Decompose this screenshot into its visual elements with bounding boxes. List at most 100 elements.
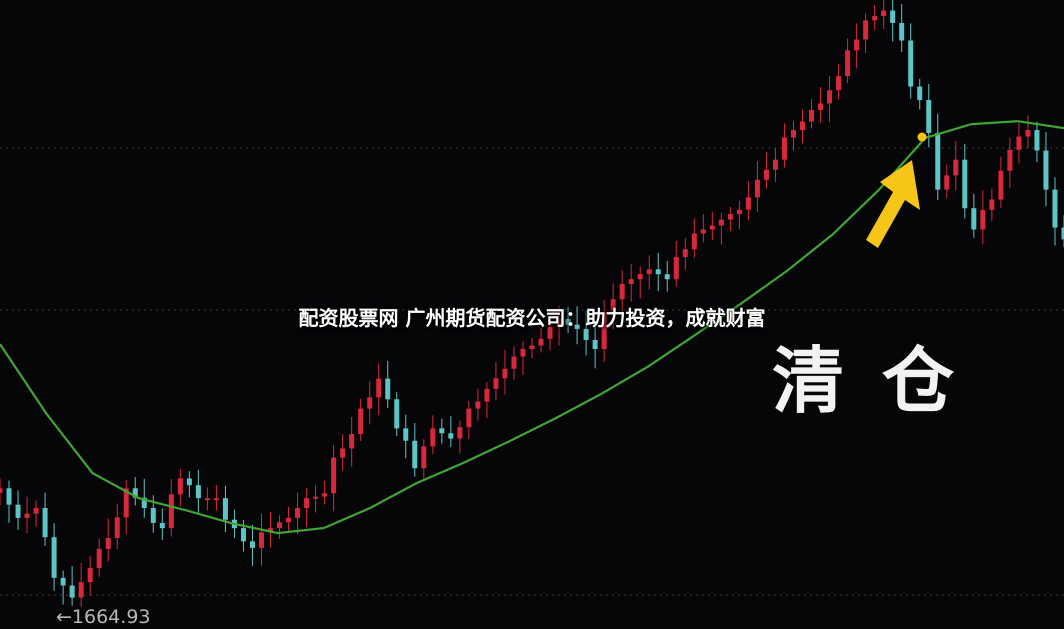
candle-up: [123, 488, 129, 518]
candle-up: [213, 498, 219, 501]
candle-up: [484, 388, 490, 402]
candle-up: [304, 498, 310, 509]
candle-down: [899, 22, 905, 41]
candle-down: [6, 488, 12, 505]
candle-down: [962, 159, 968, 209]
candle-up: [1007, 149, 1013, 171]
candle-up: [538, 338, 544, 346]
candle-up: [619, 284, 625, 300]
candle-down: [926, 100, 932, 133]
candle-up: [556, 319, 562, 327]
candle-up: [313, 496, 319, 499]
candle-up: [457, 427, 463, 439]
candle-up: [610, 299, 616, 313]
candle-up: [781, 137, 787, 160]
candle-down: [15, 504, 21, 518]
candle-up: [349, 434, 355, 449]
candle-down: [69, 585, 75, 598]
candle-up: [258, 532, 264, 548]
candle-down: [448, 433, 454, 439]
candle-up: [628, 279, 634, 285]
candle-up: [836, 76, 842, 91]
candle-up: [1025, 130, 1031, 137]
candle-down: [574, 324, 580, 329]
candle-down: [385, 378, 391, 400]
candle-down: [439, 428, 445, 434]
candle-down: [971, 208, 977, 230]
candle-up: [268, 528, 274, 533]
candle-up: [980, 209, 986, 230]
candle-up: [754, 179, 760, 198]
candle-up: [727, 214, 733, 220]
candle-up: [430, 428, 436, 447]
candle-up: [736, 209, 742, 215]
candle-up: [502, 368, 508, 379]
candle-up: [177, 478, 183, 495]
candle-down: [1061, 227, 1064, 240]
page-title: 配资股票网 广州期货配资公司：助力投资，成就财富: [298, 306, 766, 330]
candle-up: [601, 312, 607, 350]
candle-up: [953, 159, 959, 176]
candle-up: [33, 508, 39, 514]
candle-up: [1016, 136, 1022, 150]
candle-down: [664, 274, 670, 280]
candle-up: [763, 169, 769, 180]
candle-up: [854, 39, 860, 51]
candle-down: [195, 485, 201, 499]
candle-up: [809, 109, 815, 122]
candle-up: [845, 50, 851, 77]
candle-down: [1043, 150, 1049, 190]
candle-up: [547, 326, 553, 339]
candle-up: [691, 233, 697, 250]
candle-up: [745, 197, 751, 210]
candle-down: [592, 339, 598, 350]
candle-up: [863, 20, 869, 40]
candle-down: [1034, 130, 1040, 151]
candle-down: [150, 508, 156, 523]
candle-up: [277, 522, 283, 529]
candle-up: [827, 90, 833, 104]
candle-down: [655, 269, 661, 275]
low-price-label: ←1664.93: [56, 606, 151, 628]
candle-up: [367, 397, 373, 409]
candle-down: [583, 328, 589, 340]
candle-up: [989, 199, 995, 210]
candle-up: [96, 548, 102, 568]
candle-up: [204, 498, 210, 501]
candle-down: [240, 528, 246, 542]
candle-down: [222, 498, 228, 520]
candle-up: [331, 457, 337, 494]
candle-up: [358, 408, 364, 435]
candle-up: [24, 513, 30, 518]
candle-up: [78, 582, 84, 598]
candle-down: [908, 40, 914, 87]
candle-down: [186, 478, 192, 486]
candle-up: [682, 249, 688, 257]
candle-down: [159, 522, 165, 529]
candle-up: [493, 378, 499, 389]
candle-up: [673, 257, 679, 280]
candle-up: [322, 493, 328, 497]
candle-down: [935, 132, 941, 190]
candle-down: [403, 428, 409, 441]
candle-up: [475, 401, 481, 409]
candle-up: [286, 517, 292, 523]
candle-up: [87, 567, 93, 583]
candle-down: [394, 399, 400, 429]
candle-up: [709, 225, 715, 230]
candle-up: [818, 103, 824, 110]
candle-up: [340, 448, 346, 458]
candle-up: [872, 16, 878, 21]
candle-up: [168, 494, 174, 529]
candle-down: [249, 541, 255, 548]
candle-down: [60, 577, 66, 586]
candle-up: [881, 10, 887, 17]
candle-up: [646, 269, 652, 275]
candle-up: [376, 378, 382, 398]
crossover-marker: [917, 132, 927, 142]
candle-down: [132, 488, 138, 498]
candle-down: [890, 10, 896, 23]
arrow-icon: [866, 160, 920, 248]
candle-up: [511, 356, 517, 369]
